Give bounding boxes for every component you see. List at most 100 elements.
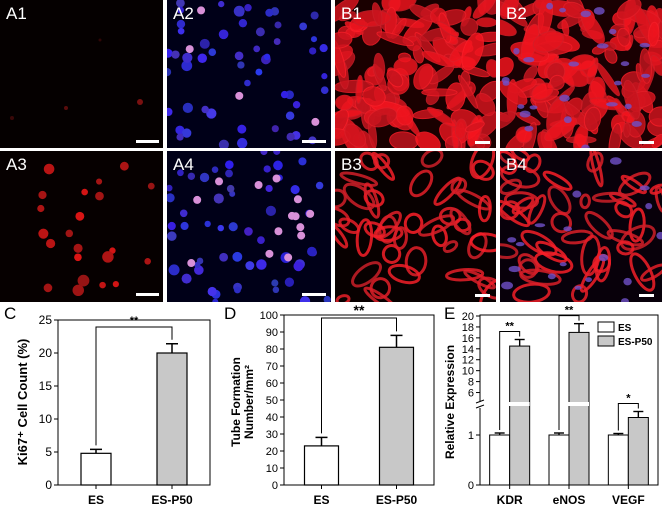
fiber [392,226,408,250]
nucleus [559,7,566,13]
y-tick-label: 15 [39,379,53,393]
fiber [335,38,347,78]
nucleus [204,220,211,228]
ki67-cell [37,204,45,213]
nucleus [167,221,176,231]
fiber [469,232,496,253]
axis-break-gap [477,402,483,408]
fiber [478,278,496,302]
fiber [376,31,415,47]
fiber [500,200,521,221]
nucleus [280,90,289,99]
panel-b4: B4 [500,151,662,302]
panel-b2: B2 [500,0,662,148]
bar [548,434,570,486]
fiber [503,191,540,210]
y-tick-label: 40 [266,412,278,424]
nucleus [507,237,517,243]
ki67-positive-nucleus [291,212,300,221]
fiber [579,193,591,210]
ki67-cell [95,178,103,185]
nucleus [309,47,317,55]
nucleus [524,125,534,132]
a4-nuclei [167,151,331,302]
fiber [544,117,577,142]
fiber [344,123,367,148]
fiber [535,240,568,263]
y-tick-label: 25 [39,313,53,327]
nucleus [546,2,553,10]
y-tick-label: 10 [266,463,278,475]
nucleus [292,101,301,109]
significance-bracket [499,331,521,430]
fiber [335,206,351,228]
nucleus [237,61,245,69]
fiber [591,191,627,203]
nucleus [299,22,308,31]
nucleus [559,262,567,267]
fiber [475,92,496,117]
nucleus [177,6,185,14]
ki67-positive-nucleus [193,195,202,204]
y-tick-label: 30 [266,429,278,441]
nucleus [244,227,253,236]
nucleus [238,18,248,28]
legend-swatch [597,335,615,347]
x-tick-label: ES-P50 [151,493,193,506]
ki67-cell [72,284,84,297]
fiber [415,131,441,148]
y-tick-label: 0 [468,480,474,492]
fiber [464,121,485,133]
y-tick-label: 60 [266,378,278,390]
ki67-cell [112,281,119,288]
nucleus [179,209,188,218]
fiber [363,182,381,219]
x-tick-label: ES [313,493,329,506]
fiber [570,284,589,302]
nucleus [606,102,618,107]
panel-label-a2: A2 [173,4,194,23]
nucleus [167,184,173,192]
nucleus [167,48,173,58]
ki67-positive-nucleus [235,91,244,100]
fiber [500,243,519,259]
y-tick-label: 18 [462,322,474,334]
fiber [500,151,517,165]
nucleus [167,107,173,117]
panel-label-b2: B2 [506,4,527,23]
nucleus [167,67,172,77]
legend-label: ES-P50 [618,337,653,348]
y-tick-label: 5 [45,445,52,459]
chart-c: C 0 5 10 15 20 25 ES ES-P50 ** Ki67⁺ Cell Count (%… [4,304,211,506]
scale-bar [475,294,490,297]
fiber [335,294,351,302]
bar [568,331,590,486]
fiber [472,0,496,19]
nucleus [213,193,224,204]
fiber [339,171,379,187]
x-tick-label: ES [88,493,104,506]
nucleus [168,264,180,276]
bar [378,346,415,486]
significance-label: ** [354,302,365,318]
nucleus [171,50,180,59]
a2-nuclei [167,0,329,148]
ki67-positive-nucleus [297,231,306,240]
nucleus [260,151,268,156]
fiber [431,224,448,248]
bar [627,417,649,486]
fiber [485,59,496,78]
ki67-positive-nucleus [272,174,281,183]
nucleus [523,56,535,63]
ki67-cell [81,188,88,196]
fiber [450,177,468,195]
ki67-positive-nucleus [284,253,293,262]
fiber [537,131,559,148]
ki67-cell [65,229,74,238]
nucleus [212,298,219,302]
fiber [381,244,402,264]
nucleus [206,108,217,119]
y-tick-label: 0 [45,478,52,492]
nucleus [609,157,622,165]
nucleus [273,151,281,155]
